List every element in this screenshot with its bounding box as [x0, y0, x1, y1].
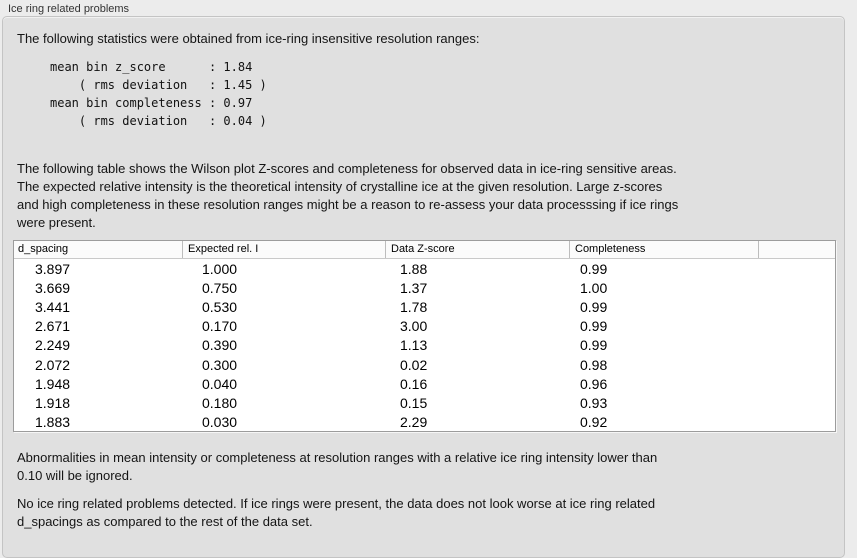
table-cell: 1.37: [400, 279, 428, 296]
ice-ring-table: d_spacing Expected rel. I Data Z-score Comp…: [13, 240, 836, 432]
column-header-expected-rel-i[interactable]: Expected rel. I: [183, 241, 386, 258]
table-cell: 2.29: [400, 414, 428, 431]
table-cell: 0.99: [580, 260, 608, 277]
column-header-completeness[interactable]: Completeness: [570, 241, 759, 258]
table-cell: 2.249: [35, 337, 71, 354]
table-row[interactable]: 3.897 1.000 1.88 0.99: [14, 259, 835, 278]
groupbox-title: Ice ring related problems: [8, 3, 130, 15]
table-cell: 0.93: [580, 394, 608, 411]
table-row[interactable]: 2.249 0.390 1.13 0.99: [14, 336, 835, 355]
table-cell: 2.072: [35, 356, 71, 373]
table-cell: 3.00: [400, 318, 428, 335]
table-cell: 0.16: [400, 375, 428, 392]
table-cell: 0.180: [202, 394, 238, 411]
table-cell: 0.99: [580, 318, 608, 335]
table-cell: 3.897: [35, 260, 71, 277]
table-row[interactable]: 2.671 0.170 3.00 0.99: [14, 317, 835, 336]
table-cell: 0.390: [202, 337, 238, 354]
table-row[interactable]: 3.669 0.750 1.37 1.00: [14, 278, 835, 297]
table-cell: 0.92: [580, 414, 608, 431]
table-row[interactable]: 1.918 0.180 0.15 0.93: [14, 393, 835, 412]
table-cell: 3.441: [35, 298, 71, 315]
table-row[interactable]: 3.441 0.530 1.78 0.99: [14, 297, 835, 316]
column-header-filler: [759, 241, 835, 258]
table-body: 3.897 1.000 1.88 0.99 3.669 0.750 1.37 1.00 3.44…: [14, 259, 835, 432]
table-cell: 0.96: [580, 375, 608, 392]
table-cell: 1.000: [202, 260, 238, 277]
table-cell: 1.00: [580, 279, 608, 296]
table-cell: 0.040: [202, 375, 238, 392]
table-cell: 0.030: [202, 414, 238, 431]
table-cell: 0.02: [400, 356, 428, 373]
table-row[interactable]: 1.948 0.040 0.16 0.96: [14, 374, 835, 393]
app-window: { "groupbox": { "title": "Ice ring relat…: [2, 3, 845, 558]
table-cell: 1.88: [400, 260, 428, 277]
table-cell: 0.170: [202, 318, 238, 335]
ice-ring-groupbox-panel: The following statistics were obtained f…: [2, 16, 845, 558]
table-cell: 2.671: [35, 318, 71, 335]
conclusion-text: No ice ring related problems detected. I…: [17, 496, 656, 529]
table-cell: 0.99: [580, 337, 608, 354]
table-cell: 0.300: [202, 356, 238, 373]
table-header-row: d_spacing Expected rel. I Data Z-score Comp…: [14, 241, 835, 259]
table-description: The following table shows the Wilson plo…: [17, 161, 679, 230]
table-cell: 1.78: [400, 298, 428, 315]
column-header-d-spacing[interactable]: d_spacing: [14, 241, 183, 258]
table-cell: 0.530: [202, 298, 238, 315]
table-cell: 0.750: [202, 279, 238, 296]
ignore-threshold-note: Abnormalities in mean intensity or compl…: [17, 450, 658, 483]
table-cell: 1.883: [35, 414, 71, 431]
table-cell: 1.918: [35, 394, 71, 411]
table-cell: 1.948: [35, 375, 71, 392]
table-cell: 0.98: [580, 356, 608, 373]
stats-block: mean bin z_score : 1.84 ( rms deviation …: [50, 60, 267, 128]
table-cell: 0.99: [580, 298, 608, 315]
table-cell: 3.669: [35, 279, 71, 296]
table-row[interactable]: 2.072 0.300 0.02 0.98: [14, 355, 835, 374]
table-cell: 1.13: [400, 337, 428, 354]
table-row[interactable]: 1.883 0.030 2.29 0.92: [14, 413, 835, 432]
column-header-data-z-score[interactable]: Data Z-score: [386, 241, 570, 258]
table-cell: 0.15: [400, 394, 428, 411]
intro-text: The following statistics were obtained f…: [17, 31, 480, 46]
